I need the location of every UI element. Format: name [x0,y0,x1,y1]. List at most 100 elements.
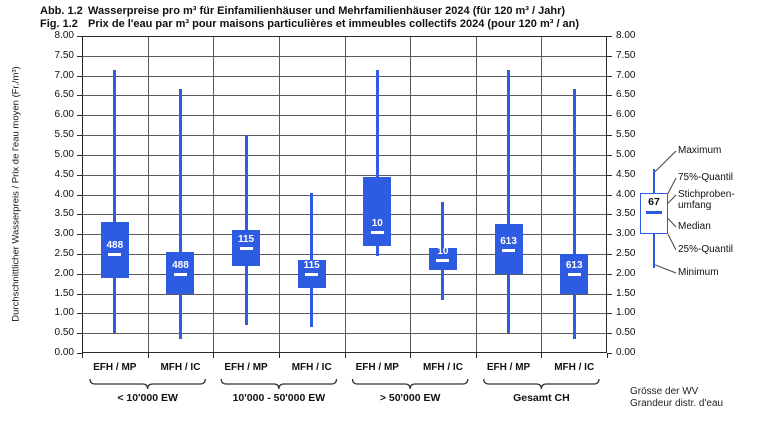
y-tick-left [77,253,82,255]
y-tick-label-right: 5.50 [616,129,636,141]
y-tick-label-left: 7.50 [54,49,74,61]
y-tick-right [607,115,612,117]
x-tick [344,353,346,358]
x-category-label: MFH / IC [291,362,332,373]
plot-frame [82,36,607,353]
x-tick [607,353,608,358]
y-tick-label-right: 6.50 [616,89,636,101]
y-tick-label-right: 2.50 [616,247,636,259]
y-tick-label-left: 3.00 [54,228,74,240]
y-tick-right [607,95,612,97]
group-brace [483,378,600,390]
y-tick-right [607,273,612,275]
box-sample-size: 488 [106,239,124,251]
box-sample-size: 10 [437,245,449,257]
y-tick-right [607,135,612,137]
x-group-label: > 50'000 EW [379,392,441,404]
x-category-label: EFH / MP [486,362,531,373]
y-tick-left [77,353,82,354]
y-tick-label-right: 3.00 [616,228,636,240]
box-median [567,272,581,276]
x-tick [147,353,149,358]
y-tick-label-left: 0.00 [54,347,74,358]
y-tick-right [607,36,612,37]
legend-label-25-quantil: 25%-Quantil [678,244,734,255]
x-category-label: EFH / MP [93,362,137,373]
y-tick-label-left: 4.50 [54,168,74,180]
y-tick-label-right: 5.00 [616,148,636,160]
y-tick-label-right: 1.00 [616,307,636,319]
y-tick-label-right: 4.50 [616,168,636,180]
y-tick-label-left: 6.00 [54,109,74,121]
legend-connector-line [654,150,677,173]
group-brace [89,378,206,390]
box-median [173,272,187,276]
y-tick-right [607,55,612,57]
y-tick-label-right: 0.00 [616,347,636,358]
figure-number-de: Abb. 1.2 [40,5,83,17]
y-tick-label-left: 7.00 [54,69,74,81]
legend-label-75-quantil: 75%-Quantil [678,172,734,183]
legend-label-maximum: Maximum [678,145,722,156]
group-brace [351,378,469,390]
box-median [305,272,319,276]
y-tick-left [77,214,82,216]
box-iqr [100,222,129,278]
x-tick [213,353,215,358]
y-tick-label-right: 3.50 [616,208,636,220]
y-tick-label-right: 7.50 [616,49,636,61]
x-tick [410,353,412,358]
x-group-label: Gesamt CH [513,392,570,404]
y-tick-left [77,333,82,335]
box-sample-size: 10 [371,218,383,230]
y-tick-label-left: 4.00 [54,188,74,200]
box-median [108,252,122,256]
y-tick-right [607,174,612,176]
y-tick-left [77,194,82,196]
y-tick-right [607,313,612,315]
gridline-vertical [541,36,543,353]
x-group-label: 10'000 - 50'000 EW [232,392,326,404]
y-tick-right [607,293,612,295]
legend-label-minimum: Minimum [678,267,719,278]
box-median [370,231,384,235]
x-category-label: MFH / IC [160,362,201,373]
y-tick-right [607,214,612,216]
y-tick-left [77,36,82,37]
group-brace [220,378,338,390]
y-tick-left [77,174,82,176]
figure-title-de: Wasserpreise pro m³ für Einfamilienhäuse… [88,5,566,17]
y-tick-label-right: 8.00 [616,30,636,41]
y-tick-label-left: 2.50 [54,247,74,259]
y-tick-right [607,234,612,236]
box-iqr [363,176,392,246]
y-tick-left [77,95,82,97]
box-median [502,248,516,252]
y-tick-left [77,55,82,57]
x-category-label: EFH / MP [224,362,268,373]
y-tick-label-left: 5.00 [54,148,74,160]
y-tick-label-left: 6.50 [54,89,74,101]
legend-label-sample-size: Stichproben-umfang [678,189,735,211]
gridline-vertical [278,36,280,353]
y-tick-right [607,333,612,335]
box-sample-size: 488 [172,259,189,271]
y-tick-label-left: 5.50 [54,129,74,141]
y-tick-left [77,293,82,295]
y-tick-left [77,75,82,77]
y-tick-right [607,75,612,77]
y-tick-left [77,154,82,156]
legend-label-median: Median [678,221,711,232]
gridline-vertical [147,36,149,353]
figure-title-fr: Prix de l'eau par m³ pour maisons partic… [88,18,580,30]
gridline-vertical [213,36,215,353]
box-sample-size: 115 [237,234,255,245]
x-group-label: < 10'000 EW [117,392,178,404]
box-whisker [375,69,379,256]
box-whisker [572,89,576,340]
legend-connector-line [667,233,677,251]
y-tick-label-left: 1.50 [54,287,74,299]
y-tick-right [607,194,612,196]
x-tick [278,353,280,358]
